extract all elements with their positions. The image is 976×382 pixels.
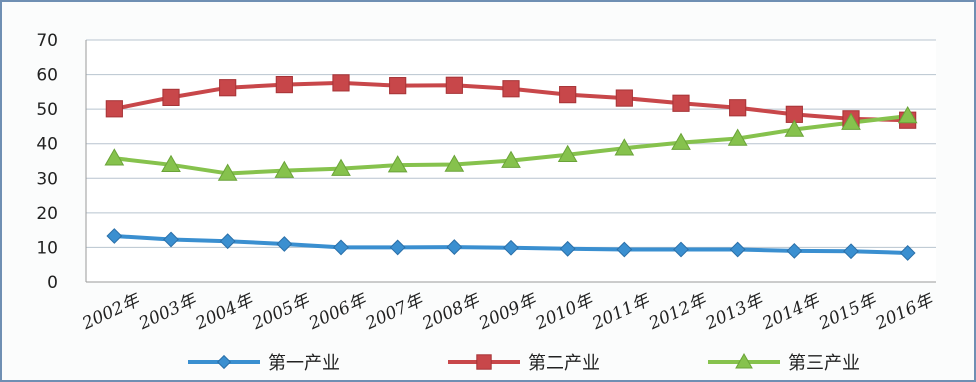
- y-tick-label: 10: [36, 238, 58, 258]
- y-tick-label: 40: [36, 135, 58, 155]
- x-tick-label: 2003年: [135, 290, 201, 335]
- x-tick-label: 2007年: [362, 290, 428, 335]
- data-point-square: [476, 354, 492, 370]
- data-point-diamond: [446, 239, 463, 255]
- y-tick-label: 0: [47, 273, 58, 293]
- data-point-triangle: [387, 155, 408, 173]
- data-point-square: [162, 88, 180, 106]
- data-point-triangle: [217, 163, 238, 181]
- data-point-diamond: [276, 236, 293, 252]
- data-point-triangle: [444, 154, 465, 172]
- y-tick-label: 70: [36, 31, 58, 51]
- x-tick-label: 2012年: [645, 290, 711, 335]
- x-tick-label: 2013年: [702, 290, 768, 335]
- data-point-square: [672, 94, 690, 112]
- legend-label-1: 第一产业: [268, 353, 340, 374]
- x-tick-label: 2008年: [418, 290, 484, 335]
- data-point-diamond: [163, 231, 179, 248]
- x-tick-label: 2014年: [758, 290, 824, 335]
- data-point-square: [615, 89, 633, 107]
- data-point-triangle: [784, 119, 805, 137]
- x-tick-label: 2015年: [815, 290, 881, 335]
- data-point-triangle: [331, 158, 351, 176]
- x-tick-label: 2005年: [248, 290, 314, 335]
- data-point-triangle: [614, 138, 635, 156]
- data-point-triangle: [897, 106, 918, 124]
- data-point-square: [105, 100, 123, 118]
- data-point-triangle: [557, 144, 578, 163]
- data-point-diamond: [216, 354, 232, 370]
- data-point-square: [275, 75, 293, 94]
- data-point-diamond: [333, 239, 349, 256]
- x-tick-label: 2004年: [192, 290, 258, 335]
- data-point-triangle: [735, 352, 753, 369]
- data-point-diamond: [389, 239, 406, 256]
- data-point-diamond: [616, 241, 633, 258]
- data-point-square: [219, 79, 237, 97]
- y-tick-label: 50: [36, 100, 58, 120]
- data-point-diamond: [673, 241, 689, 258]
- data-point-triangle: [841, 112, 861, 130]
- y-tick-label: 60: [36, 66, 58, 86]
- x-tick-label: 2010年: [532, 290, 598, 335]
- data-point-triangle: [274, 160, 295, 178]
- data-point-square: [332, 74, 350, 92]
- data-point-diamond: [786, 242, 803, 259]
- x-tick-label: 2006年: [305, 290, 371, 335]
- data-point-triangle: [727, 128, 748, 146]
- data-point-diamond: [729, 241, 746, 258]
- data-point-triangle: [161, 154, 181, 173]
- data-point-diamond: [843, 243, 859, 260]
- data-point-diamond: [559, 240, 576, 257]
- data-point-square: [445, 76, 463, 94]
- data-point-triangle: [671, 132, 691, 150]
- x-tick-label: 2002年: [78, 290, 144, 335]
- data-point-triangle: [104, 148, 125, 166]
- data-point-diamond: [503, 239, 519, 256]
- y-tick-label: 20: [36, 204, 58, 224]
- x-tick-label: 2009年: [475, 290, 541, 335]
- legend-label-2: 第二产业: [528, 353, 600, 374]
- data-point-diamond: [899, 245, 916, 261]
- y-tick-label: 30: [36, 169, 58, 189]
- data-point-square: [502, 80, 520, 98]
- legend-label-3: 第三产业: [788, 353, 860, 374]
- x-tick-label: 2011年: [588, 290, 654, 335]
- data-point-square: [559, 86, 577, 104]
- data-point-square: [389, 77, 407, 95]
- data-point-triangle: [501, 150, 521, 168]
- x-tick-label: 2016年: [872, 290, 938, 335]
- data-point-square: [729, 99, 747, 117]
- data-point-diamond: [106, 228, 123, 244]
- data-point-diamond: [219, 233, 236, 250]
